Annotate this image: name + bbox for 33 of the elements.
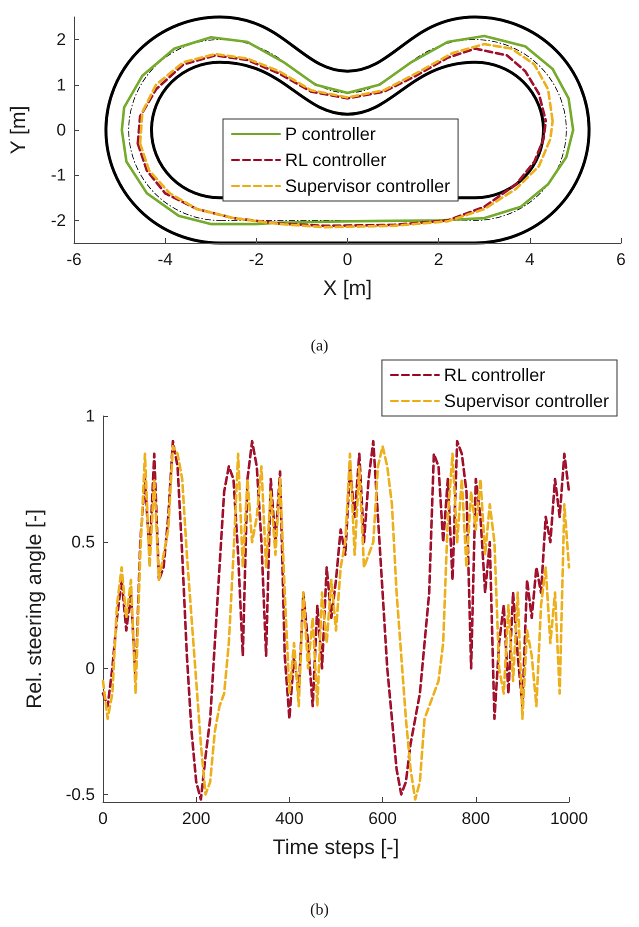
x-tick-label: 6: [616, 250, 626, 269]
y-tick-label: -1: [50, 166, 66, 185]
x-tick-label: 200: [182, 809, 210, 828]
x-tick-label: -4: [158, 250, 173, 269]
text: (a): [310, 338, 328, 354]
y-tick-label: 0: [86, 658, 95, 678]
x-tick-label: 1000: [550, 809, 588, 828]
legend-label: RL controller: [285, 150, 386, 170]
y-tick-label: -0.5: [66, 784, 95, 804]
y-tick-label: 2: [56, 30, 66, 50]
x-tick-label: 400: [275, 809, 304, 828]
x-axis-title: X [m]: [322, 277, 372, 300]
x-tick-label: 600: [368, 809, 397, 828]
x-tick-label: 800: [462, 809, 490, 828]
x-tick-label: 0: [342, 250, 352, 269]
x-axis-title: Time steps [-]: [272, 836, 400, 859]
legend-label: RL controller: [444, 365, 546, 385]
x-tick-label: -2: [248, 250, 264, 269]
legend-label: Supervisor controller: [285, 176, 450, 196]
x-tick-label: 2: [434, 250, 444, 269]
x-tick-label: -6: [66, 250, 82, 269]
legend-label: P controller: [285, 124, 376, 144]
x-tick-label: 0: [98, 809, 108, 828]
legend-label: Supervisor controller: [444, 391, 610, 411]
y-tick-label: 0: [56, 120, 66, 140]
y-tick-label: 1: [86, 406, 95, 426]
y-axis-title: Rel. steering angle [-]: [23, 509, 46, 709]
y-axis-title: Y [m]: [7, 106, 30, 154]
y-tick-label: -2: [50, 210, 66, 230]
text: (b): [310, 902, 329, 918]
x-tick-label: 4: [525, 250, 535, 269]
y-tick-label: 0.5: [71, 532, 95, 552]
y-tick-label: 1: [56, 75, 66, 94]
